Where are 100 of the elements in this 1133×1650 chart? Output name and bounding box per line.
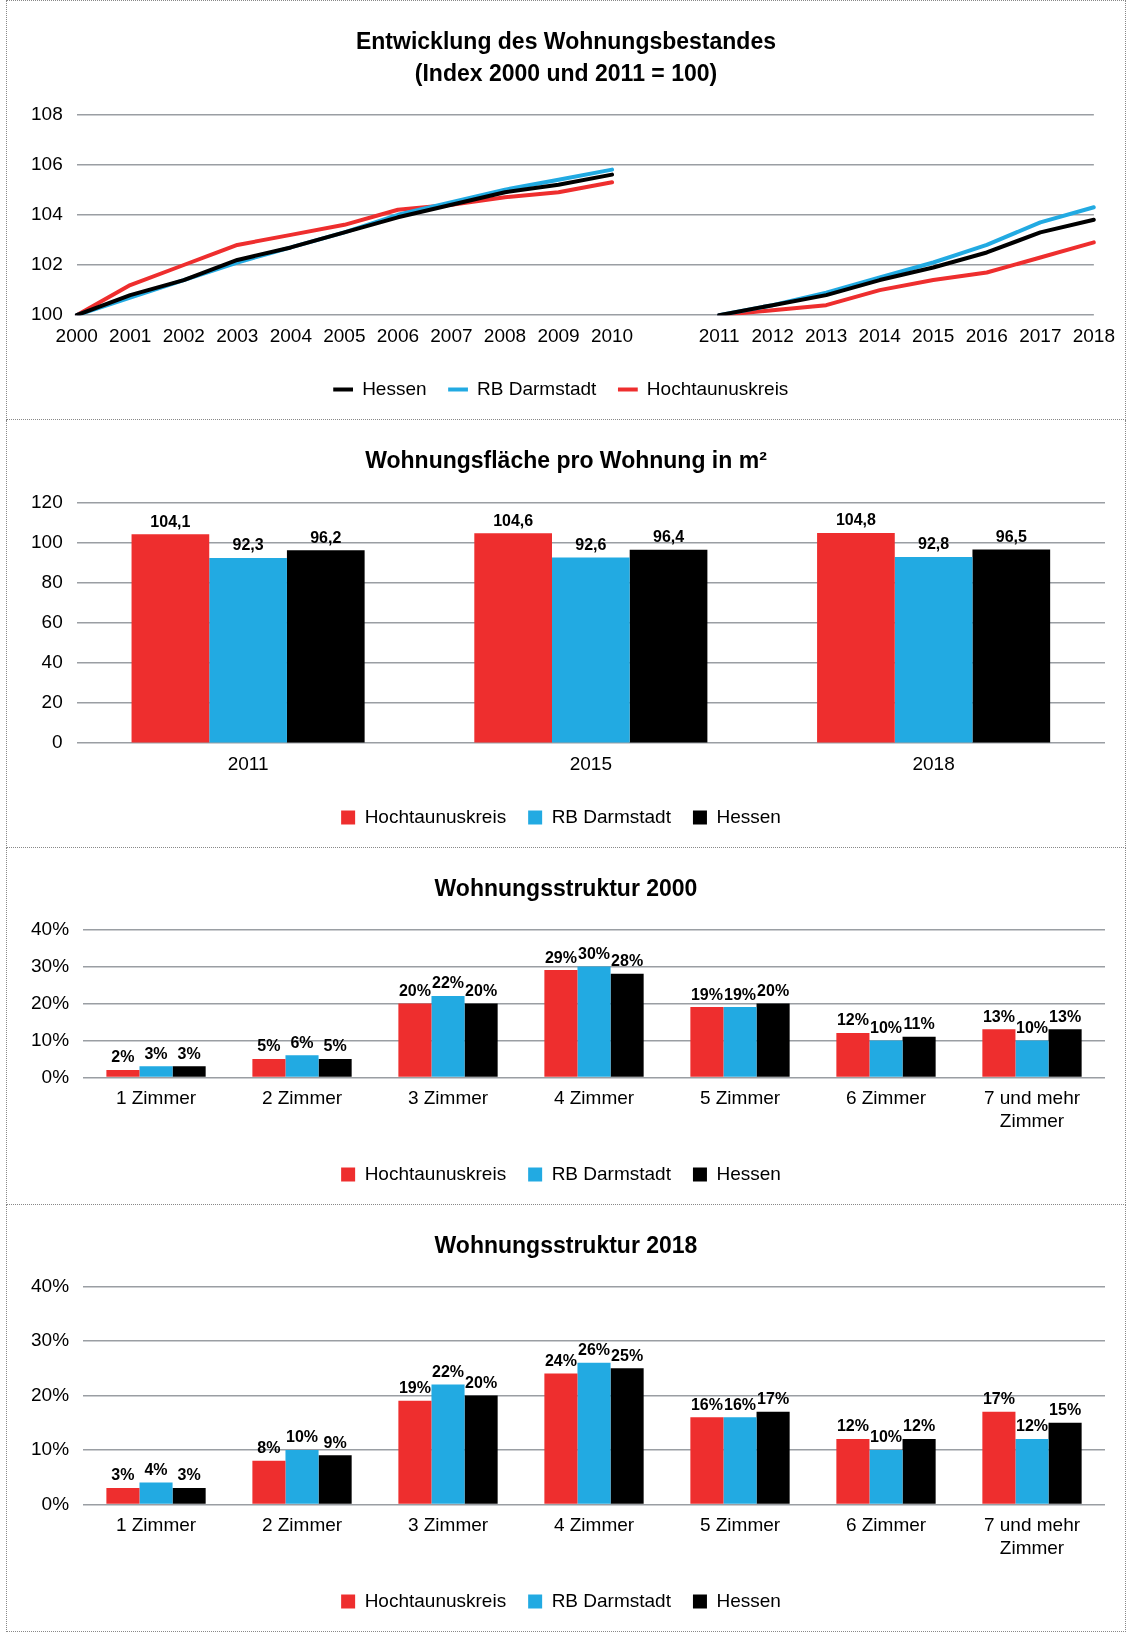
data-label: 24% [544, 1351, 577, 1369]
data-label: 13% [1049, 1007, 1082, 1025]
bar [1048, 1029, 1082, 1077]
x-tick-label: 4 Zimmer [553, 1513, 635, 1535]
data-label: 19% [723, 985, 757, 1003]
bar [1015, 1438, 1049, 1504]
bar [139, 1482, 173, 1504]
x-tick-label: 2010 [590, 325, 634, 347]
y-tick-label: 30% [31, 1329, 70, 1351]
x-tick-label: 2002 [162, 325, 205, 347]
bar [817, 532, 895, 743]
legend-label: RB Darmstadt [477, 378, 598, 400]
chart-title: Wohnungsfläche pro Wohnung in m² [364, 446, 768, 476]
bar [1015, 1040, 1049, 1077]
legend-label: Hochtaunuskreis [364, 1589, 507, 1611]
legend-label: RB Darmstadt [551, 1589, 672, 1611]
data-label: 9% [323, 1433, 347, 1451]
x-tick-label: 2004 [269, 325, 313, 347]
bar [209, 557, 287, 743]
bar [552, 556, 630, 743]
x-tick-label: 2008 [483, 325, 527, 347]
data-label: 19% [398, 1379, 431, 1397]
x-tick-label: 2015 [912, 325, 955, 347]
bar [902, 1036, 936, 1077]
x-tick-label: 2009 [537, 325, 580, 347]
data-label: 20% [398, 981, 431, 999]
data-label: 12% [836, 1417, 869, 1435]
data-label: 28% [611, 951, 644, 969]
x-tick-label: 2006 [376, 325, 420, 347]
y-tick-label: 10% [31, 1028, 70, 1050]
data-label: 20% [757, 981, 790, 999]
x-tick-label: 2018 [912, 752, 955, 774]
bar [131, 533, 210, 743]
data-label: 92,8 [918, 534, 950, 552]
x-tick-label: 1 Zimmer [115, 1086, 197, 1108]
bar [894, 556, 973, 743]
y-tick-label: 10% [31, 1438, 70, 1460]
bar [464, 1003, 498, 1077]
y-tick-label: 106 [31, 153, 63, 175]
data-label: 20% [465, 981, 498, 999]
x-tick-label: 5 Zimmer [699, 1513, 781, 1535]
data-label: 12% [836, 1011, 869, 1029]
y-tick-label: 20% [31, 991, 70, 1013]
legend-label: Hessen [362, 378, 427, 400]
bar [836, 1438, 870, 1504]
data-label: 20% [465, 1373, 498, 1391]
data-label: 13% [982, 1007, 1015, 1025]
bar [982, 1411, 1016, 1504]
bar [869, 1040, 903, 1077]
bar [577, 1362, 611, 1504]
data-label: 96,5 [995, 527, 1027, 545]
y-tick-label: 100 [31, 303, 63, 325]
bar [318, 1058, 352, 1077]
data-label: 16% [690, 1395, 723, 1413]
data-label: 3% [177, 1466, 201, 1484]
bar [318, 1455, 352, 1504]
y-tick-label: 104 [31, 203, 64, 225]
y-tick-label: 108 [31, 103, 63, 125]
bar [577, 966, 611, 1077]
data-label: 29% [544, 948, 577, 966]
x-tick-label: 5 Zimmer [699, 1086, 781, 1108]
bar [398, 1400, 432, 1504]
legend-label: Hessen [716, 1589, 781, 1611]
legend-label: RB Darmstadt [551, 1162, 672, 1184]
bar [544, 1373, 578, 1504]
data-label: 3% [111, 1466, 135, 1484]
y-tick-label: 20% [31, 1383, 70, 1405]
chart-title: Entwicklung des Wohnungsbestandes (Index 2000 und 2011 = 100) [355, 27, 777, 89]
data-label: 3% [144, 1044, 168, 1062]
y-tick-label: 0% [41, 1492, 70, 1514]
x-tick-label: 2001 [109, 325, 152, 347]
y-tick-label: 30% [31, 954, 70, 976]
data-label: 5% [257, 1037, 281, 1055]
x-tick-label: 2017 [1019, 325, 1062, 347]
data-label: 15% [1049, 1400, 1082, 1418]
x-tick-label: 2011 [698, 325, 740, 347]
x-tick-label: 2013 [805, 325, 848, 347]
data-label: 12% [1015, 1417, 1049, 1435]
bar [756, 1003, 790, 1077]
x-tick-label: 2016 [965, 325, 1008, 347]
y-tick-label: 80 [41, 570, 63, 592]
bar [172, 1066, 206, 1077]
bar [723, 1006, 757, 1077]
bar [252, 1460, 286, 1504]
x-tick-label: 6 Zimmer [845, 1513, 927, 1535]
bar [902, 1438, 936, 1504]
legend-label: Hessen [716, 1162, 781, 1184]
x-tick-label: 2 Zimmer [261, 1086, 343, 1108]
data-label: 10% [286, 1428, 319, 1446]
x-tick-label: 7 und mehr Zimmer [983, 1086, 1081, 1131]
x-tick-label: 2000 [55, 325, 98, 347]
x-tick-label: 2018 [1072, 325, 1116, 347]
legend-label: Hessen [716, 805, 781, 827]
bar [286, 549, 365, 743]
bar [106, 1487, 140, 1504]
x-tick-label: 2012 [751, 325, 794, 347]
bar [106, 1069, 140, 1077]
data-label: 104,8 [835, 510, 877, 528]
data-label: 104,1 [150, 512, 191, 530]
data-label: 2% [111, 1048, 135, 1066]
